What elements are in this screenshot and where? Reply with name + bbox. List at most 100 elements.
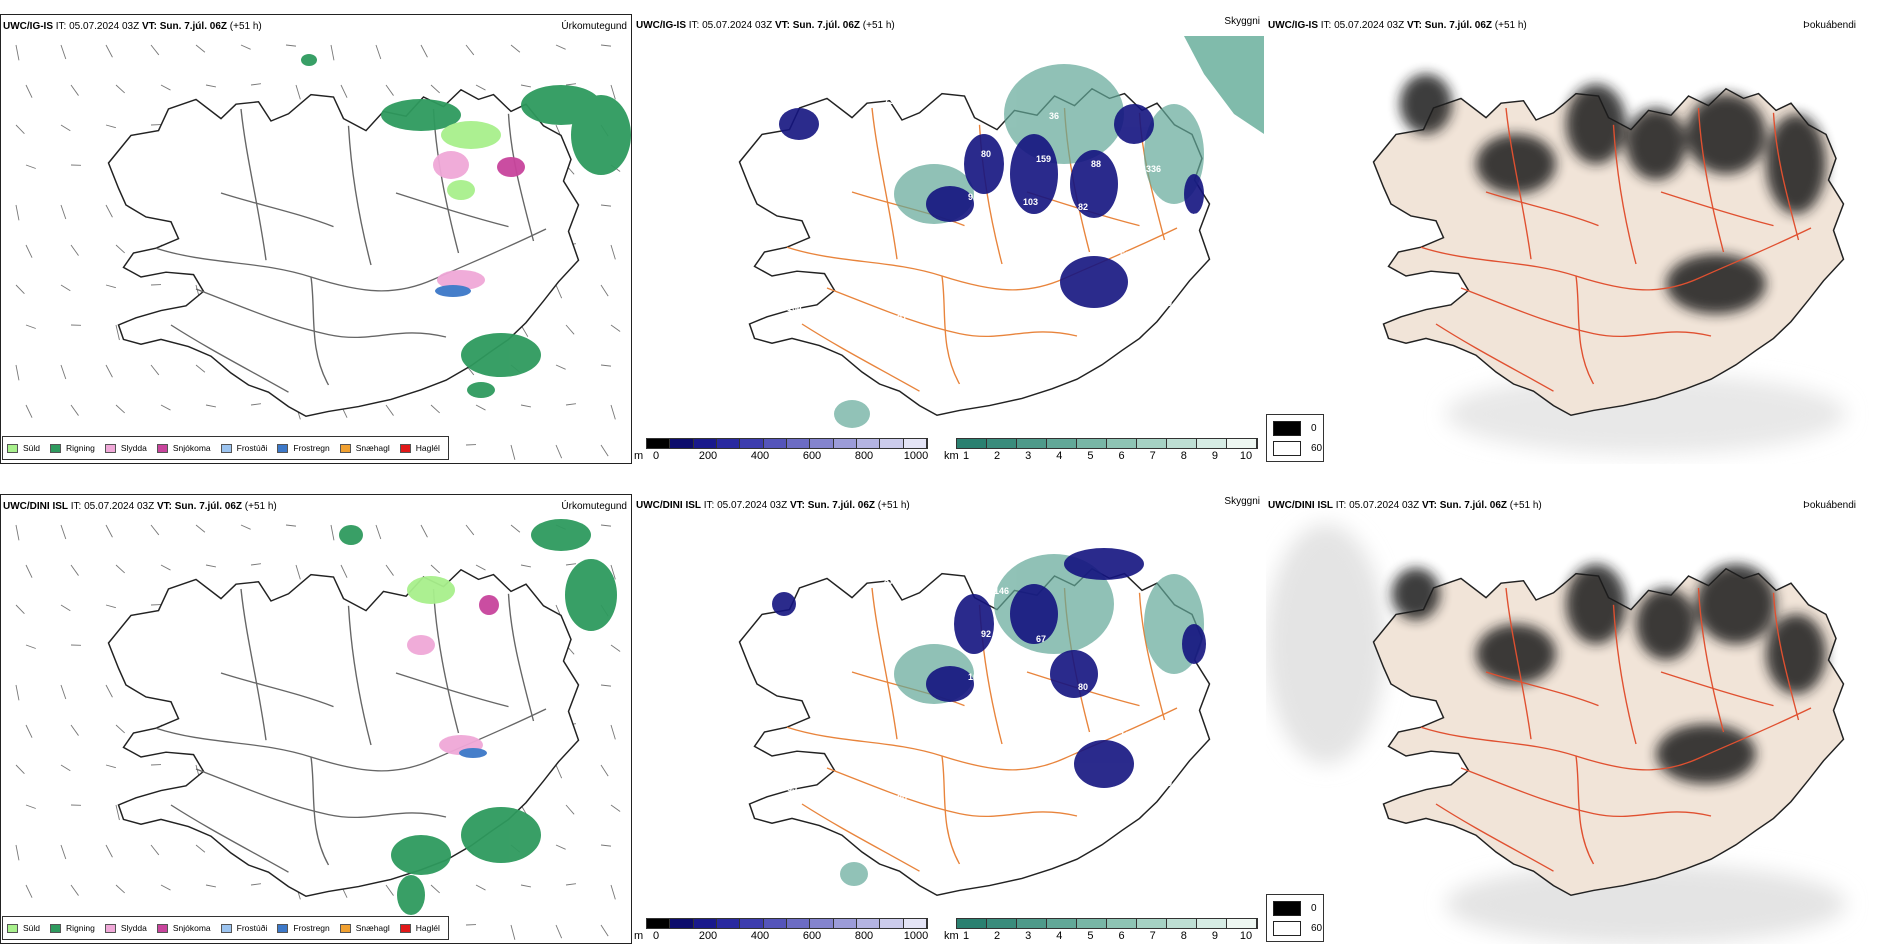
colorbar-tick: 1 <box>962 930 970 942</box>
legend-item-snæhagl: Snæhagl <box>339 923 390 933</box>
wind-barb <box>510 524 521 533</box>
wind-barb <box>60 604 71 612</box>
wind-barb <box>25 804 36 809</box>
wind-barb <box>565 804 575 815</box>
fog-label-60: 60 <box>1311 923 1323 934</box>
colorbar-tick: 800 <box>854 930 874 942</box>
precip-map-igis <box>15 44 631 460</box>
legend-swatch <box>339 923 351 933</box>
fog-swatch-60 <box>1273 441 1301 456</box>
wind-barb <box>160 564 171 571</box>
colorbar-cell <box>1167 439 1197 448</box>
legend-item-frostúði: Frostúði <box>220 443 267 453</box>
panel-header: UWC/IG-IS IT: 05.07.2024 03Z VT: Sun. 7.… <box>636 20 895 31</box>
panel-title: Skyggni <box>1224 16 1260 27</box>
wind-barb <box>385 564 394 576</box>
colorbar-unit: m <box>634 930 644 942</box>
ceiling-label: 85 <box>787 783 797 793</box>
colorbar-tick: 2 <box>994 450 1001 462</box>
wind-barb <box>555 284 563 299</box>
ceiling-label: 83 <box>829 91 839 101</box>
wind-barb <box>600 924 609 937</box>
wind-barb <box>105 524 113 538</box>
panel-header: UWC/IG-IS IT: 05.07.2024 03Z VT: Sun. 7.… <box>3 21 262 32</box>
wind-barb <box>555 844 566 850</box>
wind-barb <box>475 84 486 91</box>
colorbar-tick: 7 <box>1149 450 1156 462</box>
ceiling-label: 80 <box>981 149 991 159</box>
wind-barb <box>520 564 532 568</box>
wind-barb <box>600 524 612 527</box>
precip-panel-igis: UWC/IG-IS IT: 05.07.2024 03Z VT: Sun. 7.… <box>0 14 632 464</box>
colorbar-cell <box>1017 439 1047 448</box>
colorbar-tick: 400 <box>750 930 770 942</box>
wind-barb <box>610 804 621 812</box>
legend-item-haglél: Haglél <box>399 443 440 453</box>
colorbar-cell <box>763 919 787 928</box>
legend-item-súld: Súld <box>7 443 40 453</box>
colorbar-cell <box>670 439 694 448</box>
ceiling-label: 82 <box>774 566 784 576</box>
legend-label: Súld <box>23 443 41 453</box>
visibility-panel-dini: UWC/DINI ISL IT: 05.07.2024 03Z VT: Sun.… <box>634 494 1264 944</box>
wind-barb <box>475 884 486 891</box>
colorbar-cell <box>786 919 811 928</box>
wind-barb <box>565 883 577 886</box>
panel-title: Skyggni <box>1224 496 1260 507</box>
ceiling-label: 73 <box>800 740 810 750</box>
panel-header: UWC/DINI ISL IT: 05.07.2024 03Z VT: Sun.… <box>636 500 910 511</box>
legend-swatch <box>156 443 168 453</box>
wind-barb <box>250 563 262 566</box>
colorbar-cell <box>856 439 881 448</box>
colorbar-cell <box>716 439 741 448</box>
wind-barb <box>150 844 160 856</box>
wind-barb <box>565 563 577 566</box>
colorbar-cell <box>693 439 717 448</box>
legend-label: Frostregn <box>293 443 330 453</box>
ceiling-label: 89 <box>939 101 949 111</box>
colorbar-cell <box>880 439 904 448</box>
colorbar-cell <box>987 919 1017 928</box>
wind-barb <box>205 404 217 408</box>
ceiling-label: 92 <box>981 629 991 639</box>
wind-barb <box>520 404 532 408</box>
wind-barb <box>105 284 116 289</box>
wind-barb <box>420 524 428 538</box>
wind-barb <box>555 444 563 459</box>
ceiling-label: 61 <box>994 106 1004 116</box>
wind-barb <box>600 204 612 207</box>
colorbar-cell <box>810 919 834 928</box>
wind-barb <box>240 44 251 50</box>
colorbar-boxes <box>956 438 1258 449</box>
visibility-colorbar: km 1 2 3 4 5 6 7 8 9 10 <box>944 918 1264 944</box>
ceiling-colorbar: m 0 200 400 600 800 1000 <box>634 918 934 944</box>
wind-barb <box>150 524 160 536</box>
wind-barb <box>15 604 25 614</box>
legend-swatch <box>339 443 351 453</box>
wind-barb <box>115 884 125 894</box>
wind-barb <box>205 84 217 88</box>
wind-barb <box>105 204 113 218</box>
colorbar-tick: 600 <box>802 930 822 942</box>
wind-barb <box>385 84 394 96</box>
ceiling-label: 91 <box>897 313 907 323</box>
colorbar-tick: 5 <box>1087 450 1094 462</box>
ceiling-label: 270 <box>1133 687 1148 697</box>
wind-barb <box>15 44 20 61</box>
wind-barb <box>105 44 113 58</box>
wind-barb <box>70 244 79 256</box>
ceiling-label: 12 <box>774 86 784 96</box>
wind-barb <box>25 164 36 169</box>
wind-barb <box>115 244 125 254</box>
wind-barb <box>565 324 575 335</box>
wind-barb <box>195 44 206 53</box>
legend-swatch <box>156 923 168 933</box>
legend-label: Slydda <box>120 923 147 933</box>
legend-swatch <box>277 443 289 453</box>
wind-barb <box>195 364 206 373</box>
wind-barb <box>250 403 262 406</box>
wind-barb <box>555 364 566 370</box>
legend-label: Frostúði <box>236 923 268 933</box>
colorbar-tick: 200 <box>698 450 718 462</box>
wind-barb <box>160 404 171 411</box>
